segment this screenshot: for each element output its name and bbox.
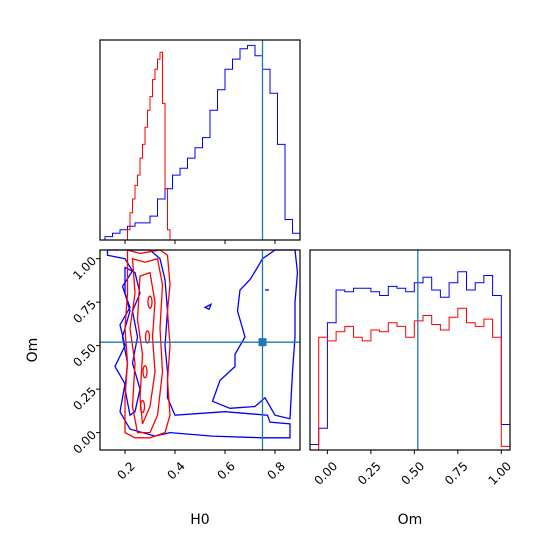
joint-y-tick-label: 0.75 <box>70 297 99 326</box>
joint-contour-red-mid <box>129 257 164 434</box>
joint-x-tick-label: 0.4 <box>165 459 188 482</box>
joint-contour-blue-outer <box>106 249 291 439</box>
joint-contour-red-core <box>147 295 153 309</box>
x-axis-label-om: Om <box>398 512 423 528</box>
om-hist-x-tick-label: 0.75 <box>442 459 471 488</box>
joint-x-tick-label: 0.8 <box>265 459 288 482</box>
x-axis-label-h0: H0 <box>190 512 209 528</box>
h0-hist-blue-series <box>104 44 301 240</box>
h0-hist-red-series <box>127 51 171 240</box>
h0-histogram-panel <box>99 39 301 244</box>
joint-contour-blue-blob <box>203 303 213 311</box>
joint-truth-marker <box>258 338 267 347</box>
joint-contour-blue-right <box>211 249 299 420</box>
joint-y-tick-label: 0.25 <box>70 384 99 413</box>
joint-contour-red-core <box>144 330 151 344</box>
om-histogram-panel: 0.00 0.25 0.50 0.75 1.00 <box>309 249 514 488</box>
joint-contour-panel: 0.2 0.4 0.6 0.8 0.00 0.25 0.50 0.75 1.00 <box>70 249 301 482</box>
joint-contour-red-core <box>139 399 146 414</box>
joint-contour-blue-inner <box>121 266 141 417</box>
joint-x-tick-label: 0.6 <box>215 459 238 482</box>
om-hist-blue-series <box>309 271 511 450</box>
om-hist-x-tick-label: 0.25 <box>355 459 384 488</box>
om-hist-frame <box>309 249 511 451</box>
om-hist-x-tick-label: 0.00 <box>312 459 341 488</box>
joint-y-tick-label: 1.00 <box>70 254 99 283</box>
y-axis-label-om: Om <box>25 338 41 363</box>
om-hist-red-series <box>310 307 511 451</box>
om-hist-x-tick-label: 1.00 <box>485 459 514 488</box>
joint-frame <box>99 249 301 451</box>
joint-contour-red-inner <box>136 271 156 425</box>
joint-contour-red-core <box>142 365 148 379</box>
joint-y-tick-label: 0.50 <box>70 341 99 370</box>
joint-y-tick-label: 0.00 <box>70 428 99 457</box>
om-hist-x-tick-label: 0.50 <box>398 459 427 488</box>
joint-x-tick-label: 0.2 <box>115 459 138 482</box>
h0-hist-frame <box>99 39 301 241</box>
